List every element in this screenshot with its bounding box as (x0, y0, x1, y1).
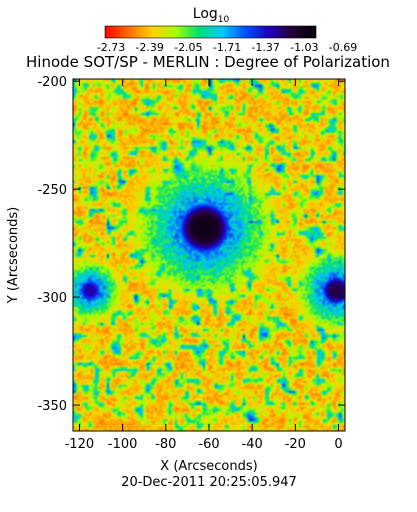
heatmap-image (73, 79, 345, 431)
x-tick-label: -80 (155, 437, 176, 452)
y-axis-ticks: -350 -300 -250 -200 (37, 75, 345, 414)
colorbar-tick-label: -1.03 (290, 41, 318, 54)
colorbar-tick-label: -2.73 (97, 41, 125, 54)
y-tick-label: -200 (37, 75, 67, 90)
y-axis-label: Y (Arcseconds) (6, 207, 21, 304)
x-tick-label: -40 (242, 437, 263, 452)
x-axis-label: X (Arcseconds) (160, 459, 257, 474)
colorbar-tick-label: -0.69 (329, 41, 357, 54)
colorbar: Log10 -2.73 -2.39 -2.05 -1.71 -1.37 -1.03 -0.6… (97, 6, 357, 54)
x-tick-label: -60 (198, 437, 219, 452)
x-tick-label: 0 (334, 437, 342, 452)
colorbar-tick-label: -2.05 (174, 41, 202, 54)
colorbar-tick-label: -1.37 (251, 41, 279, 54)
y-tick-label: -300 (37, 291, 67, 306)
chart-title: Hinode SOT/SP - MERLIN : Degree of Polar… (26, 53, 390, 71)
y-tick-label: -250 (37, 183, 67, 198)
plot-area: -120 -100 -80 -60 -40 -20 0 -350-300-250-200 (37, 75, 346, 452)
y-tick-label: -350 (37, 399, 67, 414)
colorbar-gradient (104, 25, 317, 39)
x-axis-ticks: -120 -100 -80 -60 -40 -20 0 (65, 79, 343, 452)
colorbar-tick-label: -1.71 (213, 41, 241, 54)
x-tick-label: -120 (65, 437, 95, 452)
x-tick-label: -20 (285, 437, 306, 452)
colorbar-ticks: -2.73 -2.39 -2.05 -1.71 -1.37 -1.03 -0.69 (97, 41, 357, 54)
timestamp: 20-Dec-2011 20:25:05.947 (121, 475, 297, 490)
colorbar-tick-label: -2.39 (135, 41, 163, 54)
x-tick-label: -100 (108, 437, 138, 452)
colorbar-label: Log10 (193, 6, 230, 25)
